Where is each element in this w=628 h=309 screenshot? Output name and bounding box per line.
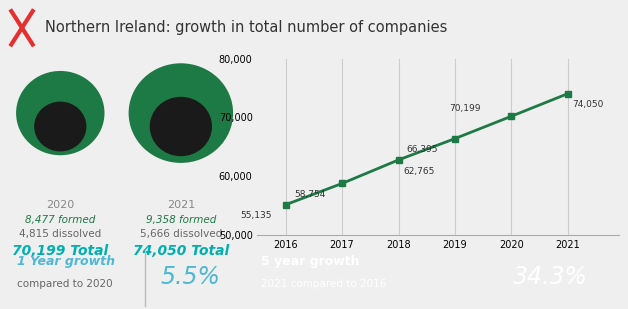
Text: 9,358 formed: 9,358 formed: [146, 215, 216, 225]
Text: 2020: 2020: [46, 200, 74, 210]
Text: 4,815 dissolved: 4,815 dissolved: [19, 229, 101, 239]
Text: 62,765: 62,765: [403, 167, 435, 176]
Text: 8,477 formed: 8,477 formed: [25, 215, 95, 225]
Text: Northern Ireland: growth in total number of companies: Northern Ireland: growth in total number…: [45, 20, 448, 35]
Text: 70,199: 70,199: [449, 104, 480, 113]
Text: 5 year growth: 5 year growth: [261, 255, 360, 268]
Text: 74,050 Total: 74,050 Total: [133, 244, 229, 258]
Text: compared to 2020: compared to 2020: [17, 279, 112, 289]
Ellipse shape: [149, 97, 212, 156]
Text: 34.3%: 34.3%: [513, 265, 588, 289]
Ellipse shape: [34, 102, 87, 151]
Text: 2021: 2021: [167, 200, 195, 210]
Text: 2021 compared to 2016: 2021 compared to 2016: [261, 279, 386, 289]
Text: 66,395: 66,395: [406, 145, 438, 154]
Text: 5,666 dissolved: 5,666 dissolved: [140, 229, 222, 239]
Ellipse shape: [129, 63, 233, 163]
Text: 55,135: 55,135: [240, 211, 271, 220]
Text: 74,050: 74,050: [572, 100, 604, 109]
Text: 70,199 Total: 70,199 Total: [12, 244, 109, 258]
Ellipse shape: [16, 71, 104, 155]
Text: 5.5%: 5.5%: [161, 265, 221, 289]
Text: 1 Year growth: 1 Year growth: [17, 255, 115, 268]
Text: 58,754: 58,754: [294, 190, 325, 199]
